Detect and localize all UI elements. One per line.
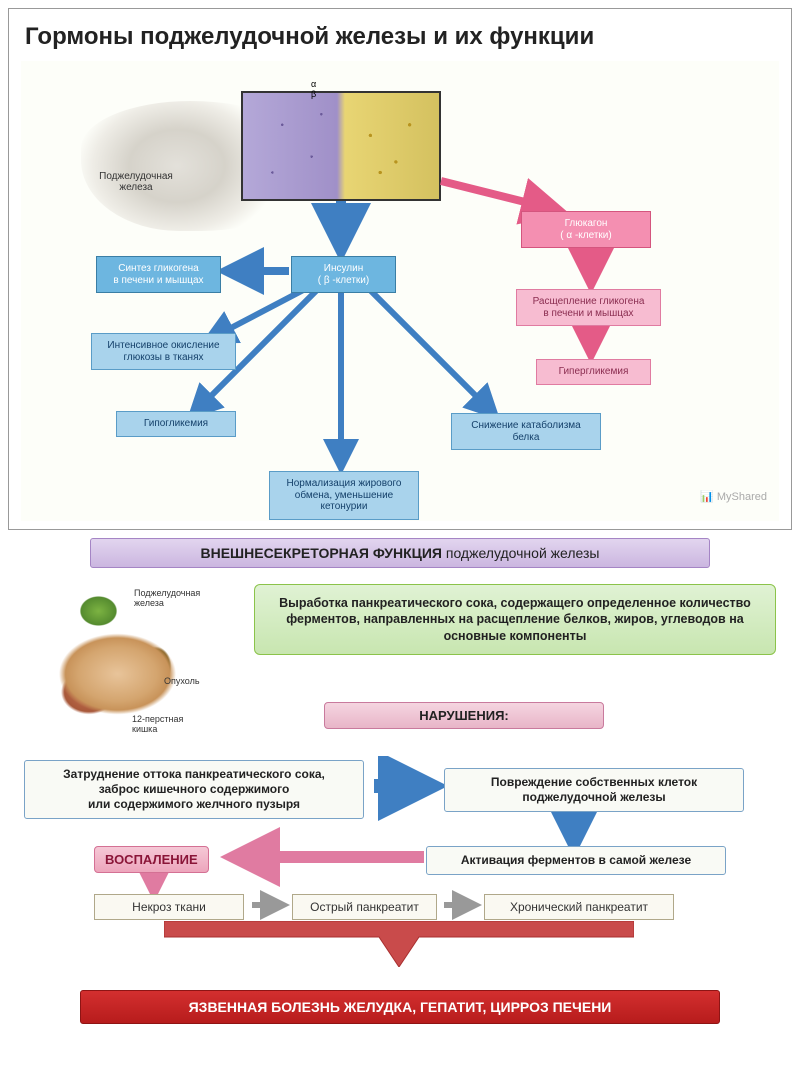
exocrine-description: Выработка панкреатического сока, содержа…: [254, 584, 776, 655]
glucose-ox-box: Интенсивное окислениеглюкозы в тканях: [91, 333, 236, 370]
outflow-box: Затруднение оттока панкреатического сока…: [24, 760, 364, 819]
slide-frame: Гормоны поджелудочной железы и их функци…: [8, 8, 792, 530]
watermark: 📊 MyShared: [700, 490, 767, 503]
enzyme-activation-box: Активация ферментов в самой железе: [426, 846, 726, 875]
disease-band: ЯЗВЕННАЯ БОЛЕЗНЬ ЖЕЛУДКА, ГЕПАТИТ, ЦИРРО…: [80, 990, 720, 1024]
anatomy-tumor-label: Опухоль: [164, 676, 200, 686]
exocrine-title-rest: поджелудочной железы: [442, 545, 600, 561]
hypoglycemia-box: Гипогликемия: [116, 411, 236, 437]
cell-damage-box: Повреждение собственных клетокподжелудоч…: [444, 768, 744, 812]
insulin-box: Инсулин( β -клетки): [291, 256, 396, 293]
glucagon-box: Глюкагон( α -клетки): [521, 211, 651, 248]
glycogen-synth-box: Синтез гликогенав печени и мышцах: [96, 256, 221, 293]
inflammation-box: ВОСПАЛЕНИЕ: [94, 846, 209, 873]
anatomy-duodenum-label: 12-перстнаякишка: [132, 714, 183, 734]
fat-norm-box: Нормализация жировогообмена, уменьшениек…: [269, 471, 419, 520]
slide-title: Гормоны поджелудочной железы и их функци…: [25, 23, 779, 51]
chronic-box: Хронический панкреатит: [484, 894, 674, 920]
acute-box: Острый панкреатит: [292, 894, 437, 920]
glycogen-break-box: Расщепление гликогенав печени и мышцах: [516, 289, 661, 326]
big-red-arrow: [164, 921, 634, 967]
necrosis-box: Некроз ткани: [94, 894, 244, 920]
exocrine-title-strong: ВНЕШНЕСЕКРЕТОРНАЯ ФУНКЦИЯ: [201, 545, 442, 561]
hormone-diagram: α β Поджелудочная железа Инсулин( β -кле…: [21, 61, 779, 521]
protein-catab-box: Снижение катаболизмабелка: [451, 413, 601, 450]
anatomy-pancreas-label: Поджелудочнаяжелеза: [134, 588, 200, 608]
exocrine-title-band: ВНЕШНЕСЕКРЕТОРНАЯ ФУНКЦИЯ поджелудочной …: [90, 538, 710, 568]
exocrine-section: Поджелудочнаяжелеза Опухоль 12-перстнаяк…: [14, 576, 786, 756]
pathology-flow: Затруднение оттока панкреатического сока…: [14, 756, 786, 986]
violations-band: НАРУШЕНИЯ:: [324, 702, 604, 729]
hyperglycemia-box: Гипергликемия: [536, 359, 651, 385]
